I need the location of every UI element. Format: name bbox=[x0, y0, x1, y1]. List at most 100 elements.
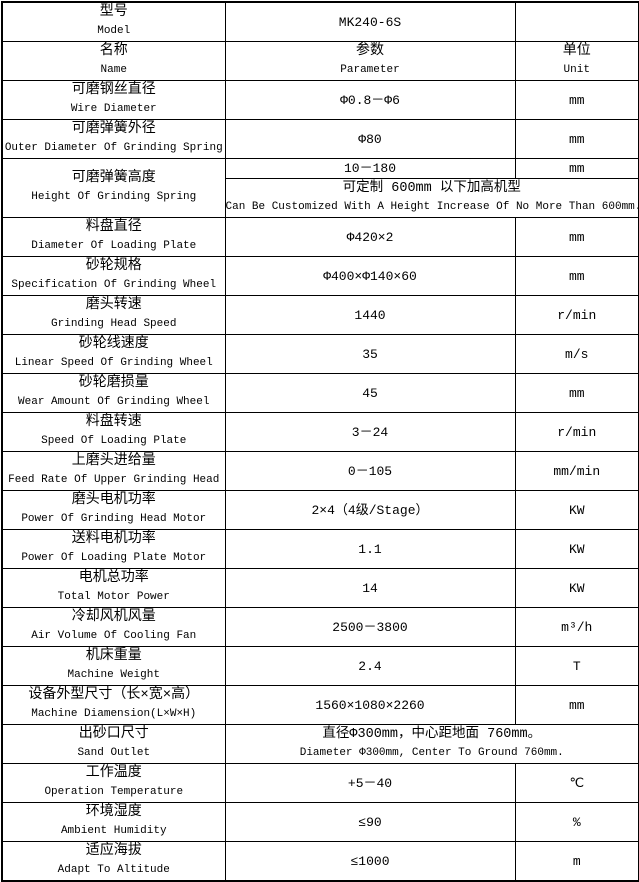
spec-value-cell: ≤90 bbox=[224, 802, 516, 842]
spec-name-en: Linear Speed Of Grinding Wheel bbox=[14, 357, 213, 369]
spec-name-zh: 磨头转速 bbox=[85, 297, 142, 313]
spec-name-zh: 上磨头进给量 bbox=[71, 453, 156, 469]
table-row: 上磨头进给量 Feed Rate Of Upper Grinding Head 0－… bbox=[1, 451, 639, 491]
table-row: 砂轮规格 Specification Of Grinding Wheel Φ400×… bbox=[1, 256, 639, 296]
spec-name-cell: 电机总功率 Total Motor Power bbox=[1, 568, 226, 608]
spec-unit-cell: mm/min bbox=[514, 451, 639, 491]
table-row: 磨头转速 Grinding Head Speed 1440 r/min bbox=[1, 295, 639, 335]
spec-name-en: Total Motor Power bbox=[57, 591, 170, 603]
model-label-cell: 型号 Model bbox=[1, 1, 226, 42]
spec-name-cell: 工作温度 Operation Temperature bbox=[1, 763, 226, 803]
spec-name-cell: 送料电机功率 Power Of Loading Plate Motor bbox=[1, 529, 226, 569]
table-row: 电机总功率 Total Motor Power 14 KW bbox=[1, 568, 639, 608]
spec-name-cell: 磨头电机功率 Power Of Grinding Head Motor bbox=[1, 490, 226, 530]
spec-name-en: Wear Amount Of Grinding Wheel bbox=[18, 396, 210, 408]
spec-name-zh: 送料电机功率 bbox=[71, 531, 156, 547]
spec-note-zh: 直径Φ300mm，中心距地面 760mm。 bbox=[322, 727, 542, 742]
spec-name-cell: 设备外型尺寸（长×宽×高） Machine Diamension(L×W×H) bbox=[1, 685, 226, 725]
spec-name-cell: 砂轮规格 Specification Of Grinding Wheel bbox=[1, 256, 226, 296]
spec-note-cell: 可定制 600mm 以下加高机型 Can Be Customized With A… bbox=[224, 178, 639, 218]
spec-name-cell: 出砂口尺寸 Sand Outlet bbox=[1, 724, 226, 764]
spec-value-cell: 1440 bbox=[224, 295, 516, 335]
table-row: 可磨弹簧高度 Height Of Grinding Spring 10－180 mm bbox=[1, 158, 639, 218]
spec-unit-cell: r/min bbox=[514, 295, 639, 335]
spec-name-zh: 砂轮线速度 bbox=[78, 336, 149, 352]
spec-name-cell: 冷却风机风量 Air Volume Of Cooling Fan bbox=[1, 607, 226, 647]
header-name-zh: 名称 bbox=[99, 43, 128, 59]
spec-unit-cell: mm bbox=[514, 119, 639, 159]
spec-unit-cell: m³/h bbox=[514, 607, 639, 647]
spec-note-en: Can Be Customized With A Height Increase… bbox=[225, 201, 639, 213]
spec-unit-cell: KW bbox=[514, 490, 639, 530]
spec-value-cell: 1560×1080×2260 bbox=[224, 685, 516, 725]
spec-value-cell: 45 bbox=[224, 373, 516, 413]
spec-name-en: Adapt To Altitude bbox=[57, 864, 170, 876]
table-row: 工作温度 Operation Temperature +5－40 ℃ bbox=[1, 763, 639, 803]
spec-value-cell: 2.4 bbox=[224, 646, 516, 686]
spec-value-cell: 1.1 bbox=[224, 529, 516, 569]
table-row: 出砂口尺寸 Sand Outlet 直径Φ300mm，中心距地面 760mm。 Dia… bbox=[1, 724, 639, 764]
spec-name-en: Wire Diameter bbox=[70, 103, 157, 115]
spec-name-en: Speed Of Loading Plate bbox=[41, 435, 187, 447]
table-row: 设备外型尺寸（长×宽×高） Machine Diamension(L×W×H) 15… bbox=[1, 685, 639, 725]
spec-unit-cell: mm bbox=[514, 80, 639, 120]
table-row: 冷却风机风量 Air Volume Of Cooling Fan 2500－3800… bbox=[1, 607, 639, 647]
model-unit-cell bbox=[514, 1, 639, 42]
spec-name-zh: 砂轮规格 bbox=[85, 258, 142, 274]
spec-note-zh: 可定制 600mm 以下加高机型 bbox=[342, 181, 521, 196]
spec-unit-cell: T bbox=[514, 646, 639, 686]
model-row: 型号 Model MK240-6S bbox=[1, 1, 639, 42]
spec-name-cell: 机床重量 Machine Weight bbox=[1, 646, 226, 686]
spec-name-zh: 料盘转速 bbox=[85, 414, 142, 430]
header-name-en: Name bbox=[100, 64, 127, 76]
spec-name-cell: 环境湿度 Ambient Humidity bbox=[1, 802, 226, 842]
spec-note-cell: 直径Φ300mm，中心距地面 760mm。 Diameter Φ300mm, Ce… bbox=[224, 724, 639, 764]
spec-name-en: Machine Weight bbox=[67, 669, 160, 681]
header-unit-zh: 单位 bbox=[562, 43, 591, 59]
spec-name-en: Sand Outlet bbox=[77, 747, 151, 759]
spec-name-en: Machine Diamension(L×W×H) bbox=[31, 708, 197, 720]
spec-name-zh: 可磨弹簧高度 bbox=[71, 170, 156, 186]
spec-value-cell: 3－24 bbox=[224, 412, 516, 452]
spec-unit-cell: r/min bbox=[514, 412, 639, 452]
spec-name-zh: 机床重量 bbox=[85, 648, 142, 664]
table-row: 环境湿度 Ambient Humidity ≤90% bbox=[1, 802, 639, 842]
table-row: 送料电机功率 Power Of Loading Plate Motor 1.1 KW bbox=[1, 529, 639, 569]
table-row: 料盘转速 Speed Of Loading Plate 3－24 r/min bbox=[1, 412, 639, 452]
spec-unit-cell: mm bbox=[514, 158, 639, 179]
spec-name-cell: 可磨弹簧高度 Height Of Grinding Spring bbox=[1, 158, 226, 218]
spec-value-cell: Φ0.8－Φ6 bbox=[224, 80, 516, 120]
spec-unit-cell: m bbox=[514, 841, 639, 882]
spec-value-cell: Φ420×2 bbox=[224, 217, 516, 257]
spec-value-cell: 35 bbox=[224, 334, 516, 374]
model-label-zh: 型号 bbox=[99, 4, 128, 20]
spec-name-cell: 适应海拔 Adapt To Altitude bbox=[1, 841, 226, 882]
spec-name-zh: 工作温度 bbox=[85, 765, 142, 781]
spec-unit-cell: mm bbox=[514, 373, 639, 413]
spec-name-cell: 磨头转速 Grinding Head Speed bbox=[1, 295, 226, 335]
spec-unit-cell: m/s bbox=[514, 334, 639, 374]
spec-name-cell: 料盘直径 Diameter Of Loading Plate bbox=[1, 217, 226, 257]
table-row: 可磨弹簧外径 Outer Diameter Of Grinding Spring Φ… bbox=[1, 119, 639, 159]
table-row: 机床重量 Machine Weight 2.4 T bbox=[1, 646, 639, 686]
spec-unit-cell: % bbox=[514, 802, 639, 842]
spec-value-cell: 2×4（4级/Stage） bbox=[224, 490, 516, 530]
spec-unit-cell: mm bbox=[514, 256, 639, 296]
header-unit-en: Unit bbox=[563, 64, 590, 76]
spec-value-cell: 14 bbox=[224, 568, 516, 608]
spec-name-zh: 电机总功率 bbox=[78, 570, 149, 586]
spec-name-en: Grinding Head Speed bbox=[51, 318, 177, 330]
spec-name-cell: 砂轮磨损量 Wear Amount Of Grinding Wheel bbox=[1, 373, 226, 413]
spec-name-zh: 环境湿度 bbox=[85, 804, 142, 820]
spec-name-zh: 出砂口尺寸 bbox=[78, 726, 149, 742]
header-row: 名称 Name 参数 Parameter 单位 Unit bbox=[1, 41, 639, 81]
spec-name-en: Air Volume Of Cooling Fan bbox=[31, 630, 197, 642]
spec-value-cell: Φ80 bbox=[224, 119, 516, 159]
model-label-en: Model bbox=[97, 25, 131, 37]
spec-name-cell: 料盘转速 Speed Of Loading Plate bbox=[1, 412, 226, 452]
table-row: 砂轮磨损量 Wear Amount Of Grinding Wheel 45 mm bbox=[1, 373, 639, 413]
spec-name-cell: 可磨弹簧外径 Outer Diameter Of Grinding Spring bbox=[1, 119, 226, 159]
header-param-cell: 参数 Parameter bbox=[224, 41, 516, 81]
